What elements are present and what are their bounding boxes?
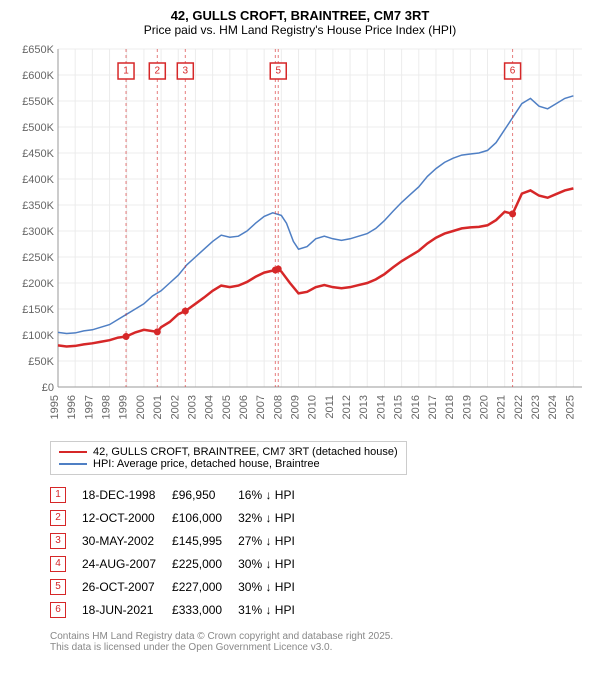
svg-text:2007: 2007 <box>255 395 267 419</box>
chart-plot: £0 £50K £100K £150K £200K £250K £300K £350K £400… <box>10 43 590 433</box>
transaction-delta: 27% ↓ HPI <box>238 529 311 552</box>
table-row: 3 30-MAY-2002£145,99527% ↓ HPI <box>50 529 311 552</box>
svg-text:£300K: £300K <box>22 226 54 238</box>
svg-text:2: 2 <box>155 66 161 77</box>
svg-text:2006: 2006 <box>238 395 250 419</box>
transaction-date: 30-MAY-2002 <box>82 529 172 552</box>
transaction-marker: 4 <box>50 556 66 572</box>
svg-text:£600K: £600K <box>22 70 54 82</box>
svg-text:£100K: £100K <box>22 330 54 342</box>
svg-text:2024: 2024 <box>547 395 559 419</box>
transaction-delta: 31% ↓ HPI <box>238 598 311 621</box>
svg-text:2023: 2023 <box>530 395 542 419</box>
transaction-delta: 30% ↓ HPI <box>238 575 311 598</box>
transaction-delta: 32% ↓ HPI <box>238 506 311 529</box>
svg-text:2014: 2014 <box>375 395 387 419</box>
svg-text:2018: 2018 <box>444 395 456 419</box>
svg-text:2013: 2013 <box>358 395 370 419</box>
svg-text:£250K: £250K <box>22 252 54 264</box>
svg-text:6: 6 <box>510 66 516 77</box>
chart-title: 42, GULLS CROFT, BRAINTREE, CM7 3RT <box>10 8 590 23</box>
svg-text:2019: 2019 <box>461 395 473 419</box>
legend-label: 42, GULLS CROFT, BRAINTREE, CM7 3RT (det… <box>93 446 398 458</box>
svg-text:2010: 2010 <box>307 395 319 419</box>
footer-line-2: This data is licensed under the Open Gov… <box>50 642 590 653</box>
svg-text:2000: 2000 <box>135 395 147 419</box>
table-row: 4 24-AUG-2007£225,00030% ↓ HPI <box>50 552 311 575</box>
transaction-marker: 1 <box>50 487 66 503</box>
transaction-date: 26-OCT-2007 <box>82 575 172 598</box>
transaction-price: £227,000 <box>172 575 238 598</box>
svg-text:£500K: £500K <box>22 122 54 134</box>
legend-swatch <box>59 463 87 465</box>
transaction-delta: 30% ↓ HPI <box>238 552 311 575</box>
svg-text:2025: 2025 <box>564 395 576 419</box>
svg-text:£0: £0 <box>42 382 54 394</box>
svg-text:£450K: £450K <box>22 148 54 160</box>
svg-text:£150K: £150K <box>22 304 54 316</box>
svg-text:2003: 2003 <box>186 395 198 419</box>
table-row: 6 18-JUN-2021£333,00031% ↓ HPI <box>50 598 311 621</box>
transaction-price: £225,000 <box>172 552 238 575</box>
table-row: 5 26-OCT-2007£227,00030% ↓ HPI <box>50 575 311 598</box>
svg-text:2009: 2009 <box>290 395 302 419</box>
svg-text:2004: 2004 <box>204 395 216 419</box>
svg-text:2020: 2020 <box>479 395 491 419</box>
svg-text:2021: 2021 <box>496 395 508 419</box>
transaction-date: 24-AUG-2007 <box>82 552 172 575</box>
transaction-delta: 16% ↓ HPI <box>238 483 311 506</box>
transaction-date: 12-OCT-2000 <box>82 506 172 529</box>
svg-text:1998: 1998 <box>101 395 113 419</box>
svg-text:1996: 1996 <box>66 395 78 419</box>
svg-text:£350K: £350K <box>22 200 54 212</box>
svg-text:£650K: £650K <box>22 44 54 56</box>
svg-text:2002: 2002 <box>169 395 181 419</box>
svg-text:2022: 2022 <box>513 395 525 419</box>
legend-row: 42, GULLS CROFT, BRAINTREE, CM7 3RT (det… <box>59 446 398 458</box>
transaction-price: £333,000 <box>172 598 238 621</box>
transaction-marker: 2 <box>50 510 66 526</box>
svg-text:1995: 1995 <box>49 395 61 419</box>
legend-swatch <box>59 451 87 454</box>
chart-container: 42, GULLS CROFT, BRAINTREE, CM7 3RT Pric… <box>0 0 600 661</box>
transaction-price: £96,950 <box>172 483 238 506</box>
table-row: 1 18-DEC-1998£96,95016% ↓ HPI <box>50 483 311 506</box>
svg-text:2008: 2008 <box>272 395 284 419</box>
svg-text:£400K: £400K <box>22 174 54 186</box>
transaction-price: £145,995 <box>172 529 238 552</box>
transactions-table: 1 18-DEC-1998£96,95016% ↓ HPI 2 12-OCT-2000… <box>50 483 311 621</box>
svg-text:2016: 2016 <box>410 395 422 419</box>
transaction-price: £106,000 <box>172 506 238 529</box>
transaction-date: 18-JUN-2021 <box>82 598 172 621</box>
transaction-marker: 6 <box>50 602 66 618</box>
svg-text:1997: 1997 <box>83 395 95 419</box>
footer-attribution: Contains HM Land Registry data © Crown c… <box>50 631 590 653</box>
transaction-date: 18-DEC-1998 <box>82 483 172 506</box>
svg-text:5: 5 <box>275 66 281 77</box>
chart-subtitle: Price paid vs. HM Land Registry's House … <box>10 23 590 37</box>
legend: 42, GULLS CROFT, BRAINTREE, CM7 3RT (det… <box>50 441 407 475</box>
svg-text:2005: 2005 <box>221 395 233 419</box>
legend-label: HPI: Average price, detached house, Brai… <box>93 458 320 470</box>
transaction-marker: 5 <box>50 579 66 595</box>
transaction-marker: 3 <box>50 533 66 549</box>
table-row: 2 12-OCT-2000£106,00032% ↓ HPI <box>50 506 311 529</box>
svg-text:2012: 2012 <box>341 395 353 419</box>
svg-text:1999: 1999 <box>118 395 130 419</box>
svg-text:2015: 2015 <box>393 395 405 419</box>
svg-text:£550K: £550K <box>22 96 54 108</box>
svg-text:1: 1 <box>123 66 129 77</box>
svg-text:2017: 2017 <box>427 395 439 419</box>
legend-row: HPI: Average price, detached house, Brai… <box>59 458 398 470</box>
svg-text:2001: 2001 <box>152 395 164 419</box>
svg-text:2011: 2011 <box>324 395 336 419</box>
svg-text:£50K: £50K <box>28 356 54 368</box>
footer-line-1: Contains HM Land Registry data © Crown c… <box>50 631 590 642</box>
svg-text:3: 3 <box>183 66 189 77</box>
svg-text:£200K: £200K <box>22 278 54 290</box>
